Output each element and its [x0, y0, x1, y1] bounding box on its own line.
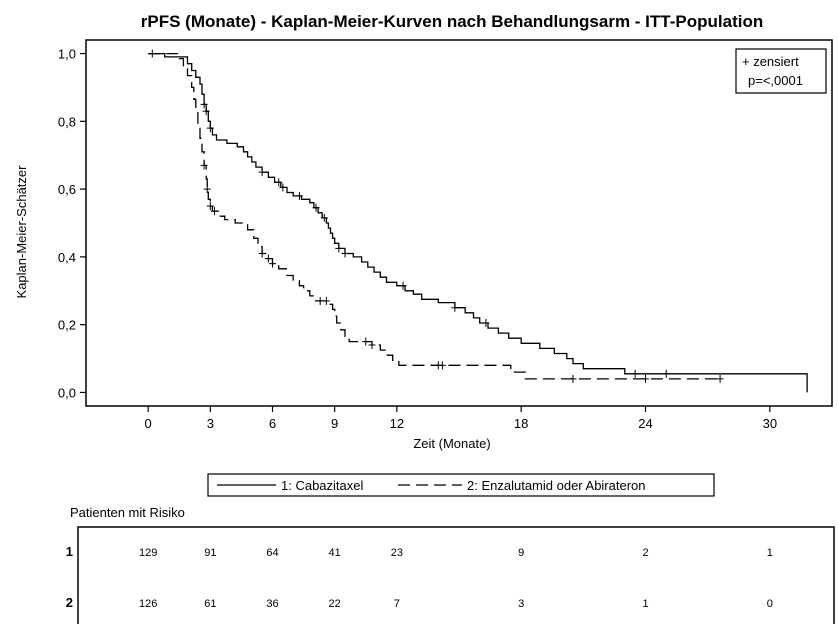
x-tick-label: 3 [207, 416, 214, 431]
risk-cell: 36 [266, 598, 278, 610]
risk-table-header: Patienten mit Risiko [70, 505, 185, 520]
x-tick-label: 0 [145, 416, 152, 431]
plot-frame [85, 39, 833, 407]
curve-cabazitaxel [148, 52, 808, 393]
risk-table-frame [77, 526, 835, 624]
censor-mark [642, 374, 649, 383]
y-tick-label: 0,8 [58, 114, 76, 129]
censor-mark [716, 374, 724, 383]
censor-mark [631, 369, 639, 378]
risk-row-label: 2 [66, 595, 73, 610]
x-axis: 0 3 6 9 12 18 24 30 [145, 406, 777, 431]
risk-cell: 1 [642, 598, 648, 610]
censor-note: + zensiert [742, 54, 799, 69]
legend-label-enzalutamid: 2: Enzalutamid oder Abirateron [467, 478, 646, 493]
censor-mark [275, 178, 283, 187]
risk-cell: 23 [391, 547, 403, 559]
x-tick-label: 9 [331, 416, 338, 431]
y-tick-label: 1,0 [58, 47, 76, 62]
curve-enzalutamid [148, 52, 721, 380]
censor-mark [279, 183, 287, 192]
x-tick-label: 18 [514, 416, 528, 431]
censor-mark [210, 207, 218, 216]
censor-mark [569, 374, 577, 383]
censor-mark [202, 107, 210, 116]
censor-mark [335, 244, 343, 253]
censor-mark [316, 296, 324, 305]
y-axis: 0,0 0,2 0,4 0,6 0,8 1,0 [58, 47, 86, 400]
risk-cell: 41 [329, 547, 341, 559]
risk-cell: 64 [266, 547, 278, 559]
y-tick-label: 0,4 [58, 250, 76, 265]
risk-cell: 22 [329, 598, 341, 610]
censor-mark [362, 337, 370, 346]
p-value: p=<,0001 [748, 73, 803, 88]
series-layer [148, 49, 808, 393]
risk-cell: 61 [204, 598, 216, 610]
annotation-box: + zensiert p=<,0001 [735, 48, 827, 94]
risk-cell: 9 [518, 547, 524, 559]
y-tick-label: 0,6 [58, 182, 76, 197]
censor-mark [320, 213, 328, 222]
risk-cell: 1 [767, 547, 773, 559]
risk-cell: 2 [642, 547, 648, 559]
y-tick-label: 0,2 [58, 318, 76, 333]
annotation-frame [735, 48, 827, 94]
y-tick-label: 0,0 [58, 385, 76, 400]
risk-cell: 7 [394, 598, 400, 610]
censor-mark [341, 249, 349, 258]
censor-mark [264, 254, 272, 263]
censor-mark [438, 361, 446, 370]
censor-mark [312, 203, 320, 212]
censor-mark [662, 369, 670, 378]
censor-mark [206, 202, 214, 211]
risk-cell: 0 [767, 598, 773, 610]
censor-mark [322, 296, 330, 305]
x-axis-label: Zeit (Monate) [413, 436, 490, 451]
y-axis-label: Kaplan-Meier-Schätzer [14, 165, 29, 299]
censor-mark [203, 185, 211, 194]
risk-table: 1 129 91 64 41 23 9 2 1 2 126 61 36 22 7 3 1 0 [66, 544, 773, 610]
censor-mark [451, 303, 459, 312]
risk-cell: 3 [518, 598, 524, 610]
legend-label-cabazitaxel: 1: Cabazitaxel [281, 478, 363, 493]
risk-cell: 91 [204, 547, 216, 559]
censor-mark [368, 341, 376, 349]
risk-row-label: 1 [66, 544, 73, 559]
x-tick-label: 30 [763, 416, 777, 431]
censor-mark [399, 281, 407, 290]
risk-cell: 129 [139, 547, 157, 559]
censor-mark [200, 161, 208, 170]
censor-mark [200, 100, 208, 109]
x-tick-label: 6 [269, 416, 276, 431]
x-tick-label: 24 [638, 416, 652, 431]
chart-title: rPFS (Monate) - Kaplan-Meier-Kurven nach… [141, 12, 763, 31]
censor-mark [258, 249, 266, 258]
censor-mark [269, 259, 276, 268]
censor-mark [295, 191, 303, 200]
censor-mark [482, 318, 490, 327]
legend: 1: Cabazitaxel 2: Enzalutamid oder Abira… [207, 473, 715, 497]
censor-mark [258, 168, 266, 177]
censor-mark [206, 124, 214, 133]
risk-cell: 126 [139, 598, 157, 610]
x-tick-label: 12 [390, 416, 404, 431]
